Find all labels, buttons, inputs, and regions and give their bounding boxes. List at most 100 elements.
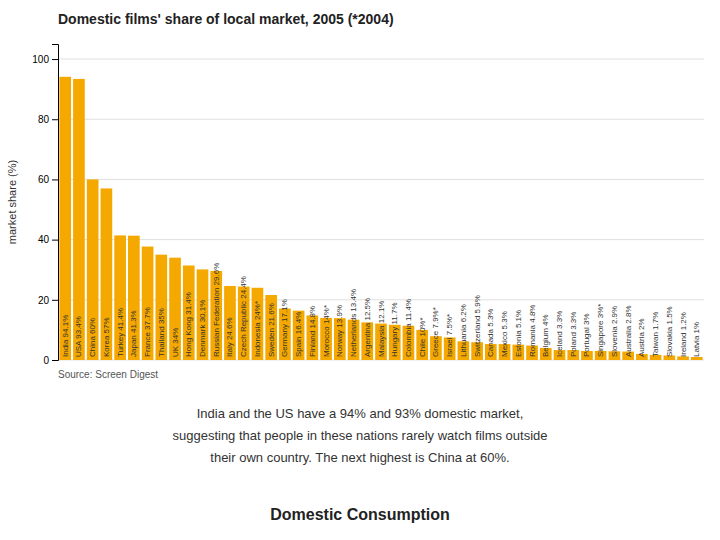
- bar: [169, 258, 181, 360]
- tick-mark: [52, 360, 58, 361]
- caption: India and the US have a 94% and 93% dome…: [172, 406, 547, 465]
- category-label: Australia 2.8%: [624, 305, 633, 357]
- bar: [224, 286, 236, 360]
- category-label: Ireland 1.2%: [679, 312, 688, 357]
- category-label: Portugal 3%: [582, 313, 591, 357]
- category-label: Israel 7.5%*: [445, 314, 454, 357]
- category-label: Spain 16.4%: [294, 312, 303, 357]
- tick-label: 0: [43, 355, 49, 366]
- category-label: Slovenia 2.9%: [610, 306, 619, 357]
- grid-line: [58, 119, 704, 120]
- category-label: Netherlands 13.4%: [349, 289, 358, 357]
- bar: [183, 266, 195, 360]
- category-label: Poland 3.3%: [569, 312, 578, 357]
- bar: [128, 236, 140, 360]
- bars: [59, 77, 702, 360]
- tick-mark: [52, 179, 58, 180]
- category-label: Canada 5.3%: [486, 309, 495, 357]
- category-label: UK 34%: [171, 328, 180, 357]
- category-label: Germany 17.1%: [280, 299, 289, 357]
- bar: [252, 288, 264, 360]
- tick: 20: [38, 295, 58, 306]
- category-label: Greece 7.9%*: [431, 307, 440, 357]
- tick: 0: [43, 355, 58, 366]
- category-label: Indonesia 24%*: [253, 301, 262, 357]
- tick-label: 100: [32, 54, 49, 65]
- category-label: Italy 24.6%: [225, 317, 234, 357]
- category-label: Japan 41.3%: [129, 310, 138, 357]
- annotation: their own country. The next highest is C…: [210, 450, 509, 465]
- category-labels: India 94.1% USA 93.4% China 60% Korea 57% Tu…: [61, 263, 702, 357]
- category-label: Estonia 5.1%: [514, 310, 523, 357]
- tick-label: 60: [38, 174, 50, 185]
- category-label: Finland 14.8%: [308, 306, 317, 357]
- category-label: Russian Federation 29.6%: [212, 263, 221, 357]
- bar: [114, 235, 126, 360]
- category-label: Denmark 30.1%: [198, 300, 207, 357]
- subtitle: Domestic Consumption: [270, 506, 450, 523]
- category-label: Taiwan 1.7%: [651, 312, 660, 357]
- y-axis: 0 20 40 60 80 100: [32, 45, 58, 366]
- category-label: Latvia 1%: [692, 322, 701, 357]
- category-label: Lithuania 6.2%: [459, 304, 468, 357]
- plot: 0 20 40 60 80 100 India 94.1% USA 93.4% China 60…: [32, 45, 704, 366]
- bar: [142, 247, 154, 360]
- grid-line: [58, 299, 704, 300]
- bar: [197, 269, 209, 360]
- tick-mark: [52, 119, 58, 120]
- category-label: Austria 2%: [637, 318, 646, 357]
- bar: [73, 79, 85, 360]
- category-label: Romania 4.8%: [528, 305, 537, 357]
- tick: 100: [32, 54, 58, 65]
- category-label: Morocco 14%*: [322, 305, 331, 357]
- category-label: Slovakia 1.5%: [665, 306, 674, 357]
- category-label: Korea 57%: [102, 317, 111, 357]
- bar: [265, 295, 277, 360]
- tick: 80: [38, 114, 58, 125]
- category-label: Argentina 12.5%: [363, 298, 372, 357]
- category-label: Turkey 41.4%: [116, 308, 125, 357]
- chart: Domestic films' share of local market, 2…: [0, 0, 720, 540]
- tick-label: 20: [38, 295, 50, 306]
- bar: [155, 255, 167, 360]
- category-label: USA 93.4%: [74, 316, 83, 357]
- tick: 40: [38, 234, 58, 245]
- grid-line: [58, 239, 704, 240]
- bar: [293, 311, 305, 360]
- category-label: Belgium 4%: [541, 314, 550, 357]
- category-label: Norway 13.9%: [335, 305, 344, 357]
- tick-mark: [52, 300, 58, 301]
- title: Domestic films' share of local market, 2…: [58, 11, 394, 27]
- annotation: suggesting that people in these nations …: [172, 428, 547, 443]
- category-label: Sweden 21.6%: [267, 303, 276, 357]
- tick-label: 40: [38, 234, 50, 245]
- category-label: Hong Kong 31.4%: [184, 292, 193, 357]
- tick: 60: [38, 174, 58, 185]
- tick-mark: [52, 59, 58, 60]
- category-label: India 94.1%: [61, 315, 70, 357]
- axis-line: [52, 45, 59, 361]
- axis-title: market share (%): [6, 160, 18, 244]
- tick-label: 80: [38, 114, 50, 125]
- category-label: Thailand 35%: [157, 308, 166, 357]
- grid-line: [58, 179, 704, 180]
- category-label: France 37.7%: [143, 307, 152, 357]
- category-label: Singapore 3%*: [596, 304, 605, 357]
- category-label: Mexico 5.3%: [500, 311, 509, 357]
- category-label: Colombia 11.4%: [404, 299, 413, 357]
- category-label: Iceland 3.3%: [555, 311, 564, 357]
- category-label: Hungary 11.7%: [390, 302, 399, 357]
- category-label: Czech Republic 24.4%: [239, 276, 248, 357]
- annotation: India and the US have a 94% and 93% dome…: [197, 406, 524, 421]
- bar: [101, 188, 113, 360]
- category-label: Malaysia 12.1%: [377, 301, 386, 357]
- bar: [87, 179, 99, 360]
- tick-mark: [52, 240, 58, 241]
- grid: [58, 59, 704, 360]
- grid-line: [58, 59, 704, 60]
- category-label: Chile 10%*: [418, 317, 427, 357]
- category-label: Switzerland 5.9%: [473, 295, 482, 357]
- source: Source: Screen Digest: [58, 369, 158, 380]
- bar: [59, 77, 71, 360]
- category-label: China 60%: [88, 318, 97, 357]
